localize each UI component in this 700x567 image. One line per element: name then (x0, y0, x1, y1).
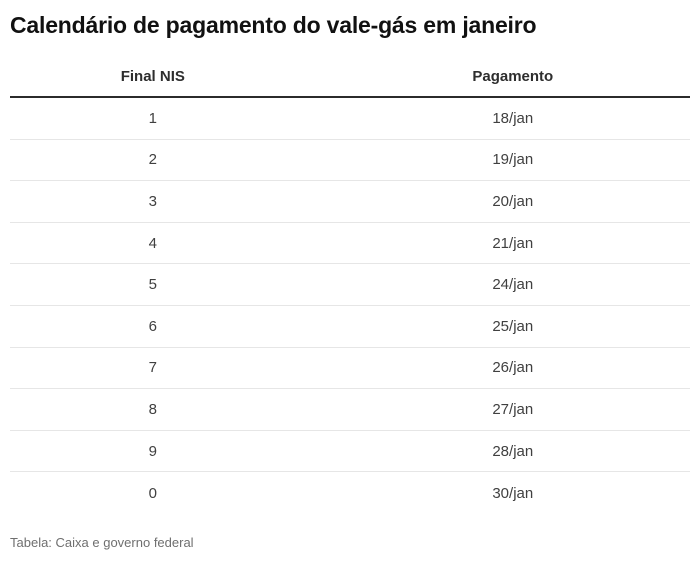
final-nis-cell: 0 (148, 484, 157, 502)
final-nis-cell: 7 (148, 359, 157, 377)
table-row: 7 26/jan (10, 348, 690, 390)
final-nis-cell: 2 (148, 151, 157, 169)
table-row: 4 21/jan (10, 223, 690, 265)
pagamento-cell: 25/jan (492, 317, 534, 335)
table-header-row: Final NIS Pagamento (10, 56, 690, 98)
final-nis-cell: 9 (148, 442, 157, 460)
final-nis-cell: 3 (148, 192, 157, 210)
pagamento-cell: 18/jan (492, 109, 534, 127)
table-row: 9 28/jan (10, 431, 690, 473)
table-row: 2 19/jan (10, 140, 690, 182)
pagamento-cell: 28/jan (492, 442, 534, 460)
table-row: 6 25/jan (10, 306, 690, 348)
pagamento-cell: 21/jan (492, 234, 534, 252)
final-nis-cell: 1 (148, 109, 157, 127)
pagamento-cell: 26/jan (492, 359, 534, 377)
final-nis-cell: 6 (148, 317, 157, 335)
pagamento-cell: 30/jan (492, 484, 534, 502)
column-header-pagamento: Pagamento (472, 67, 554, 85)
column-header-final-nis: Final NIS (120, 67, 185, 85)
table-row: 3 20/jan (10, 181, 690, 223)
payment-schedule-table: Final NIS Pagamento 1 18/jan 2 19/jan 3 20/ja… (10, 56, 690, 514)
page-title: Calendário de pagamento do vale-gás em j… (10, 12, 537, 38)
pagamento-cell: 19/jan (492, 151, 534, 169)
source-caption: Tabela: Caixa e governo federal (10, 534, 194, 550)
table-row: 5 24/jan (10, 264, 690, 306)
final-nis-cell: 5 (148, 276, 157, 294)
table-body: 1 18/jan 2 19/jan 3 20/jan 4 21/jan 5 24/jan 6 25/j… (10, 98, 690, 514)
pagamento-cell: 24/jan (492, 276, 534, 294)
table-row: 8 27/jan (10, 389, 690, 431)
pagamento-cell: 20/jan (492, 192, 534, 210)
final-nis-cell: 4 (148, 234, 157, 252)
table-row: 0 30/jan (10, 472, 690, 514)
final-nis-cell: 8 (148, 400, 157, 418)
table-row: 1 18/jan (10, 98, 690, 140)
pagamento-cell: 27/jan (492, 400, 534, 418)
